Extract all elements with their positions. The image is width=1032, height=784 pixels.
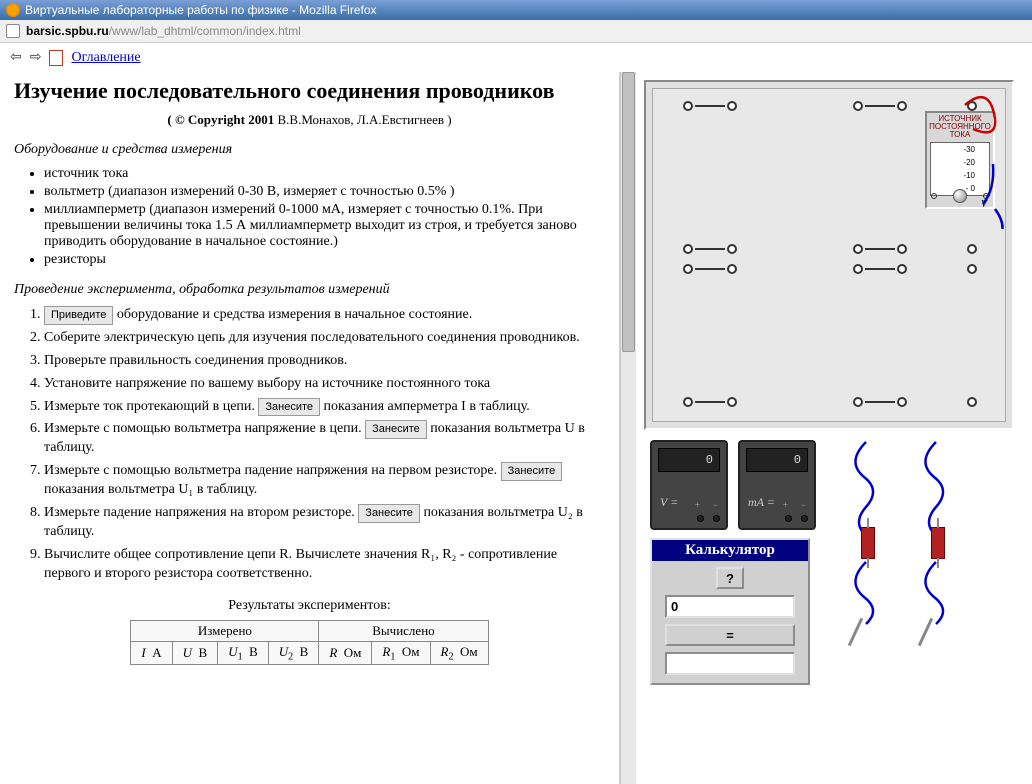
voltmeter[interactable]: 0 V = +− bbox=[650, 440, 728, 530]
psu-terminal-pos[interactable] bbox=[983, 193, 989, 199]
simulation-pane: ИСТОЧНИК ПОСТОЯННОГО ТОКА -30 -20 -10 - … bbox=[636, 72, 1032, 784]
calc-help-button[interactable]: ? bbox=[716, 567, 744, 589]
record-button[interactable]: Занесите bbox=[501, 462, 563, 481]
results-table: ИзмереноВычислено I А U В U1 В U2 В R Ом… bbox=[130, 620, 488, 666]
table-header: Измерено bbox=[131, 620, 319, 641]
voltmeter-label: V = bbox=[660, 495, 678, 510]
table-header: R2 Ом bbox=[430, 641, 488, 665]
equipment-heading: Оборудование и средства измерения bbox=[14, 142, 605, 158]
results-title: Результаты экспериментов: bbox=[14, 598, 605, 614]
psu-scale: -30 -20 -10 - 0 V bbox=[930, 142, 990, 196]
reset-button[interactable]: Приведите bbox=[44, 306, 113, 325]
list-item: Установите напряжение по вашему выбору н… bbox=[44, 375, 605, 394]
content-pane: Изучение последовательного соединения пр… bbox=[0, 72, 620, 784]
list-item: Измерьте ток протекающий в цепи. Занесит… bbox=[44, 398, 605, 417]
scrollbar-thumb[interactable] bbox=[622, 72, 635, 352]
procedure-list: Приведите оборудование и средства измере… bbox=[44, 306, 605, 584]
url-text: barsic.spbu.ru/www/lab_dhtml/common/inde… bbox=[26, 24, 301, 38]
calc-equals-button[interactable]: = bbox=[665, 624, 795, 646]
table-header: U В bbox=[172, 641, 218, 665]
table-header: U2 В bbox=[268, 641, 319, 665]
list-item: миллиамперметр (диапазон измерений 0-100… bbox=[44, 202, 605, 250]
meter-terminal[interactable] bbox=[785, 515, 792, 522]
ammeter-display: 0 bbox=[746, 448, 808, 472]
list-item: резисторы bbox=[44, 252, 605, 268]
table-header: I А bbox=[131, 641, 172, 665]
ammeter-label: mA = bbox=[748, 495, 775, 510]
ammeter[interactable]: 0 mA = +− bbox=[738, 440, 816, 530]
resistor[interactable] bbox=[931, 527, 945, 559]
table-header: U1 В bbox=[218, 641, 269, 665]
meters-row: 0 V = +− 0 mA = +− bbox=[650, 440, 1024, 530]
list-item: Измерьте с помощью вольтметра падение на… bbox=[44, 462, 605, 500]
list-item: Приведите оборудование и средства измере… bbox=[44, 306, 605, 325]
site-icon bbox=[6, 24, 20, 38]
psu-knob[interactable] bbox=[953, 189, 967, 203]
psu-label: ИСТОЧНИК ПОСТОЯННОГО ТОКА bbox=[927, 113, 993, 141]
scrollbar[interactable] bbox=[620, 72, 636, 784]
list-item: Вычислите общее сопротивление цепи R. Вы… bbox=[44, 546, 605, 584]
toc-link[interactable]: Оглавление bbox=[71, 50, 140, 66]
table-header: R Ом bbox=[319, 641, 372, 665]
calculator: Калькулятор ? = bbox=[650, 538, 810, 685]
calc-result[interactable] bbox=[665, 652, 795, 675]
meter-terminal[interactable] bbox=[713, 515, 720, 522]
meter-terminal[interactable] bbox=[697, 515, 704, 522]
table-header: R1 Ом bbox=[372, 641, 430, 665]
calc-input[interactable] bbox=[665, 595, 795, 618]
list-item: Измерьте с помощью вольтметра напряжение… bbox=[44, 420, 605, 458]
back-arrow-icon[interactable]: ⇦ bbox=[10, 49, 22, 66]
record-button[interactable]: Занесите bbox=[258, 398, 320, 417]
window-title: Виртуальные лабораторные работы по физик… bbox=[25, 3, 377, 17]
psu-terminal-neg[interactable] bbox=[931, 193, 937, 199]
record-button[interactable]: Занесите bbox=[365, 420, 427, 439]
record-button[interactable]: Занесите bbox=[358, 504, 420, 523]
page-title: Изучение последовательного соединения пр… bbox=[14, 78, 605, 104]
equipment-list: источник тока вольтметр (диапазон измере… bbox=[44, 166, 605, 268]
copyright: ( © Copyright 2001 В.В.Монахов, Л.А.Евст… bbox=[14, 112, 605, 128]
list-item: Проверьте правильность соединения провод… bbox=[44, 352, 605, 371]
probe[interactable] bbox=[848, 618, 863, 646]
table-header: Вычислено bbox=[319, 620, 488, 641]
list-item: Соберите электрическую цепь для изучения… bbox=[44, 329, 605, 348]
meter-terminal[interactable] bbox=[801, 515, 808, 522]
resistor[interactable] bbox=[861, 527, 875, 559]
list-item: вольтметр (диапазон измерений 0-30 В, из… bbox=[44, 184, 605, 200]
address-bar[interactable]: barsic.spbu.ru/www/lab_dhtml/common/inde… bbox=[0, 20, 1032, 43]
circuit-board[interactable]: ИСТОЧНИК ПОСТОЯННОГО ТОКА -30 -20 -10 - … bbox=[644, 80, 1014, 430]
page-toolbar: ⇦ ⇨ Оглавление bbox=[0, 43, 1032, 72]
document-icon[interactable] bbox=[49, 50, 63, 66]
window-titlebar: Виртуальные лабораторные работы по физик… bbox=[0, 0, 1032, 20]
forward-arrow-icon[interactable]: ⇨ bbox=[30, 49, 42, 66]
list-item: источник тока bbox=[44, 166, 605, 182]
power-supply[interactable]: ИСТОЧНИК ПОСТОЯННОГО ТОКА -30 -20 -10 - … bbox=[925, 111, 995, 209]
procedure-heading: Проведение эксперимента, обработка резул… bbox=[14, 282, 605, 298]
firefox-icon bbox=[6, 3, 20, 17]
wire-blue bbox=[965, 209, 1003, 229]
list-item: Измерьте падение напряжения на втором ре… bbox=[44, 504, 605, 542]
probe[interactable] bbox=[918, 618, 933, 646]
calculator-title: Калькулятор bbox=[652, 540, 808, 561]
voltmeter-display: 0 bbox=[658, 448, 720, 472]
